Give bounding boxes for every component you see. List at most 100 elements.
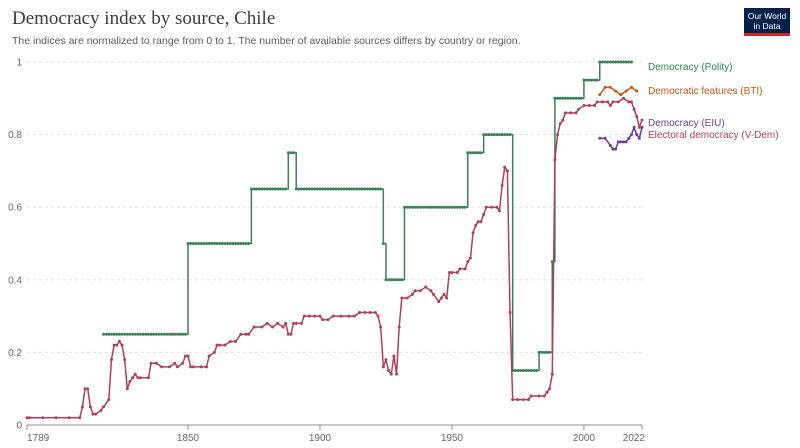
series-point (141, 332, 145, 336)
series-point (204, 242, 208, 245)
series-point (608, 60, 612, 64)
series-point (342, 187, 346, 191)
series-point (307, 314, 311, 318)
series-point (183, 332, 187, 336)
series-point (577, 96, 581, 100)
series-point (292, 321, 296, 325)
series-point (146, 376, 150, 380)
series-point (128, 332, 132, 336)
series-point (482, 212, 486, 216)
series-point (234, 242, 238, 245)
series-point (25, 416, 29, 420)
series-point (268, 187, 272, 191)
series-point (236, 242, 240, 245)
series-point (255, 187, 259, 191)
series-point (178, 332, 182, 336)
series-point (344, 187, 348, 191)
series-point (558, 96, 562, 100)
series-point (173, 332, 177, 336)
series-point (331, 187, 335, 191)
series-point (606, 100, 610, 104)
series-point (616, 60, 620, 64)
series-point (175, 365, 179, 369)
series-point (286, 332, 290, 336)
series-point (606, 60, 610, 64)
series-point (537, 350, 541, 354)
series-point (276, 321, 280, 325)
series-point (437, 205, 441, 209)
series-point (463, 267, 467, 271)
series-point (286, 151, 290, 155)
y-tick-label: 1 (16, 58, 22, 69)
series-point (500, 133, 504, 137)
series-point (479, 220, 483, 224)
series-point (482, 133, 486, 137)
series-point (545, 350, 549, 354)
series-point (160, 332, 164, 336)
series-point (313, 187, 317, 191)
series-point (239, 242, 243, 245)
series-point (384, 358, 388, 362)
series-point (234, 340, 238, 344)
series-point (516, 369, 520, 373)
series-point (527, 369, 531, 373)
series-point (381, 365, 385, 369)
series-point (183, 354, 187, 358)
series-point (247, 242, 251, 245)
series-point (120, 343, 124, 347)
series-point (336, 187, 340, 191)
series-point (120, 332, 124, 336)
owid-logo[interactable]: Our World in Data (744, 8, 790, 36)
series-point (640, 125, 644, 129)
series-point (450, 205, 454, 209)
series-point (28, 416, 32, 420)
series-point (125, 387, 129, 391)
chart-subtitle: The indices are normalized to range from… (12, 35, 521, 47)
series-point (102, 405, 106, 409)
series-point (305, 187, 309, 191)
series-point (358, 187, 362, 191)
series-point (373, 187, 377, 191)
series-point (326, 187, 330, 191)
series-point (405, 296, 409, 300)
series-point (244, 332, 248, 336)
series-point (587, 104, 591, 108)
series-point (54, 416, 58, 420)
series-point (302, 314, 306, 318)
series-point (218, 242, 222, 245)
series-point (265, 321, 269, 325)
series-point (252, 187, 256, 191)
series-point (434, 205, 438, 209)
series-point (154, 332, 158, 336)
series-point (466, 260, 470, 264)
series-point (608, 104, 612, 108)
series-point (231, 242, 235, 245)
series-point (270, 325, 274, 329)
series-point (505, 169, 509, 173)
series-point (416, 205, 420, 209)
series-point (165, 332, 169, 336)
series-point (624, 60, 628, 64)
series-point (600, 60, 604, 64)
series-point (395, 372, 399, 376)
series-point (418, 289, 422, 293)
x-tick-label: 1789 (27, 433, 50, 444)
series-point (326, 318, 330, 322)
series-point (561, 96, 565, 100)
series-point (619, 140, 623, 144)
series-point (270, 187, 274, 191)
series-point (447, 205, 451, 209)
series-point (600, 100, 604, 104)
series-point (307, 187, 311, 191)
series-point (484, 205, 488, 209)
series-point (352, 187, 356, 191)
series-point (611, 60, 615, 64)
series-point (574, 96, 578, 100)
series-point (373, 310, 377, 314)
series-point (458, 205, 462, 209)
series-point (397, 325, 401, 329)
series-point (265, 187, 269, 191)
series-point (529, 394, 533, 398)
series-point (614, 147, 618, 151)
series-point (162, 332, 166, 336)
